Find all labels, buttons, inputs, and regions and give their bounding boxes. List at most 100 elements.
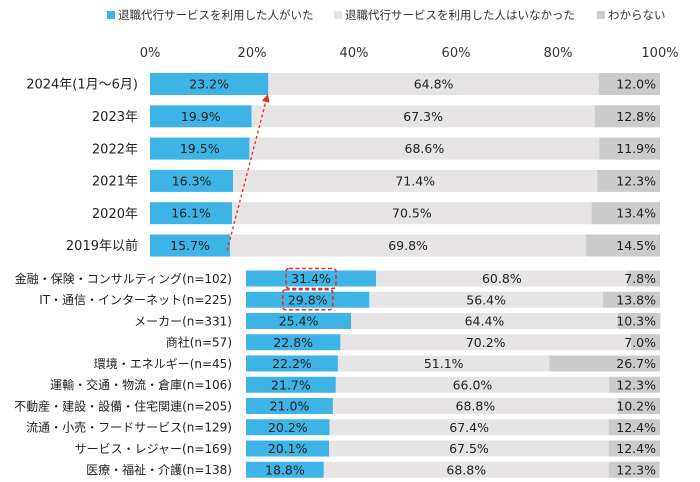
value-label: 16.1% [171, 206, 211, 221]
bar-segment-3 [617, 398, 660, 414]
x-axis: 0% 20% 40% 60% 80% 100% [140, 46, 679, 61]
value-label: 26.7% [616, 356, 656, 371]
bar-segment-2 [337, 355, 550, 372]
bar-segment-1 [150, 105, 252, 128]
value-label: 51.1% [424, 356, 464, 371]
category-label: IT・通信・インターネット(n=225) [39, 293, 232, 307]
legend-label-1: 退職代行サービスを利用した人がいた [118, 8, 314, 22]
x-tick-label: 100% [641, 46, 678, 61]
value-label: 67.3% [403, 109, 443, 124]
value-label: 19.9% [181, 109, 221, 124]
year-bar-chart: 2024年(1月～6月) 23.2% 64.8% 12.0% 2023年 19.9% 67.… [26, 73, 660, 257]
category-label: 2024年(1月～6月) [26, 78, 138, 93]
value-label: 14.5% [616, 238, 656, 253]
x-tick-label: 80% [544, 46, 573, 61]
x-tick-label: 60% [442, 46, 471, 61]
value-label: 64.8% [414, 77, 454, 92]
category-label: 商社(n=57) [166, 335, 232, 350]
value-label: 22.2% [272, 356, 312, 371]
bar-segment-2 [329, 440, 609, 457]
bar-segment-3 [549, 355, 660, 372]
category-label: 2023年 [92, 110, 138, 125]
bar-segment-1 [246, 291, 370, 308]
legend-swatch-3 [597, 11, 605, 19]
value-label: 66.0% [453, 377, 493, 392]
bar-segment-1 [246, 398, 333, 414]
bar-segment-2 [251, 105, 595, 128]
value-label: 7.0% [624, 335, 656, 350]
bar-segment-1 [246, 270, 376, 287]
value-label: 7.8% [624, 271, 656, 286]
highlight-box [285, 267, 337, 290]
value-label: 21.7% [271, 377, 311, 392]
annotations [226, 94, 337, 311]
value-label: 13.8% [616, 292, 656, 307]
bar-segment-2 [329, 419, 609, 436]
bar-segment-3 [598, 73, 660, 95]
category-label: 環境・エネルギー(n=45) [94, 356, 232, 371]
legend-swatch-1 [107, 11, 115, 19]
value-label: 60.8% [482, 271, 522, 286]
category-label: 2022年 [92, 142, 138, 157]
trend-arrow [226, 94, 270, 251]
x-tick-label: 20% [238, 46, 267, 61]
bar-segment-3 [602, 291, 660, 308]
x-tick-label: 40% [340, 46, 369, 61]
category-label: メーカー(n=331) [134, 314, 232, 328]
value-label: 13.4% [616, 206, 656, 221]
value-label: 12.3% [616, 462, 656, 477]
category-label: 運輸・交通・物流・倉庫(n=106) [50, 377, 232, 392]
value-label: 64.4% [465, 314, 505, 329]
value-label: 68.8% [446, 462, 486, 477]
value-label: 71.4% [395, 173, 435, 188]
value-label: 12.4% [616, 420, 656, 435]
bar-segment-2 [268, 73, 599, 95]
category-label: 金融・保険・コンサルティング(n=102) [15, 271, 232, 286]
bar-segment-2 [332, 398, 618, 414]
bar-segment-1 [246, 313, 352, 329]
value-label: 22.8% [273, 335, 313, 350]
bar-segment-1 [246, 334, 341, 351]
category-label: 医療・福祉・介護(n=138) [86, 462, 232, 477]
highlight-box [281, 288, 334, 311]
value-label: 12.4% [616, 441, 656, 456]
value-label: 23.2% [189, 77, 229, 92]
value-label: 12.3% [616, 377, 656, 392]
value-label: 16.3% [172, 173, 212, 188]
bar-segment-1 [246, 376, 336, 393]
bar-segment-1 [150, 137, 250, 160]
bar-segment-3 [599, 137, 660, 160]
bar-segment-2 [340, 334, 632, 351]
bar-segment-2 [335, 376, 610, 393]
bar-segment-2 [233, 169, 598, 192]
value-label: 10.2% [616, 399, 656, 414]
bar-segment-1 [246, 440, 330, 457]
category-label: 2021年 [92, 175, 138, 190]
value-label: 69.8% [388, 238, 428, 253]
bar-segment-1 [246, 461, 324, 478]
bar-segment-3 [608, 419, 660, 436]
value-label: 19.5% [180, 141, 220, 156]
category-label: 2020年 [92, 207, 138, 222]
bar-segment-3 [617, 313, 661, 329]
bar-segment-2 [351, 313, 618, 329]
bar-segment-1 [150, 202, 233, 225]
bar-segment-3 [594, 105, 660, 128]
bar-segment-2 [323, 461, 609, 478]
bar-segment-1 [246, 419, 330, 436]
bar-segment-2 [249, 137, 600, 160]
category-label: 2019年以前 [66, 238, 138, 254]
value-label: 70.5% [392, 206, 432, 221]
bar-segment-1 [150, 169, 234, 192]
category-label: 流通・小売・フードサービス(n=129) [26, 420, 232, 435]
bar-segment-3 [586, 234, 660, 257]
value-label: 67.4% [449, 420, 489, 435]
x-tick-label: 0% [140, 46, 161, 61]
bar-segment-2 [230, 234, 587, 257]
value-label: 12.3% [616, 173, 656, 188]
value-label: 68.6% [405, 141, 445, 156]
bar-segment-3 [608, 461, 660, 478]
industry-bar-chart: 金融・保険・コンサルティング(n=102) 31.4% 60.8% 7.8% IT・通信… [14, 270, 661, 478]
